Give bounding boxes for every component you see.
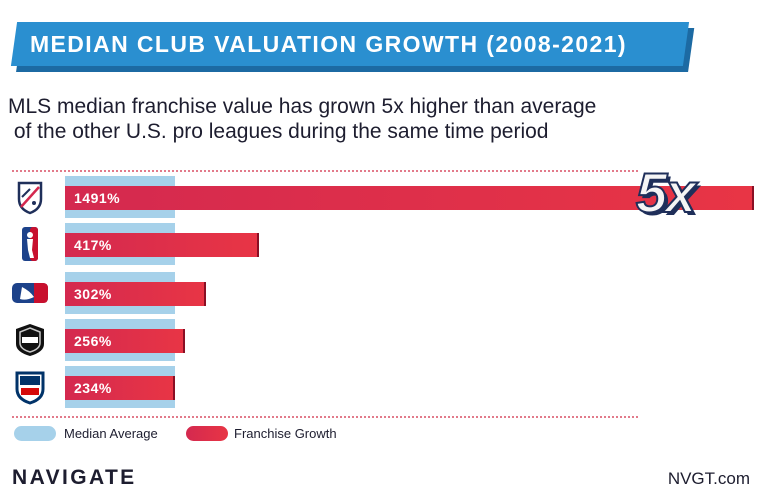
data-label-mlb: 302%: [74, 286, 112, 302]
growth-bar-nfl: [65, 376, 175, 400]
mls-logo-icon: [17, 181, 43, 215]
growth-bar-mlb: [65, 282, 206, 306]
legend-swatch-growth: [186, 426, 228, 441]
data-label-nfl: 234%: [74, 380, 112, 396]
bar-row-nfl: 234%: [0, 365, 768, 409]
nba-logo-icon: [22, 227, 38, 261]
growth-bar-mls: [65, 186, 754, 210]
brand-logo: NAVIGATE: [12, 466, 137, 489]
bottom-divider: [12, 416, 638, 418]
subtitle-line-1: MLS median franchise value has grown 5x …: [8, 95, 597, 118]
five-x-annotation: 5x: [635, 160, 697, 225]
data-label-nba: 417%: [74, 237, 112, 253]
bar-row-mls: 1491%: [0, 175, 768, 219]
subtitle-line-2: of the other U.S. pro leagues during the…: [8, 120, 549, 143]
nhl-logo-icon: [16, 324, 44, 356]
nfl-logo-icon: [15, 371, 45, 405]
data-label-nhl: 256%: [74, 333, 112, 349]
chart-title: MEDIAN CLUB VALUATION GROWTH (2008-2021): [30, 31, 627, 57]
growth-bar-nba: [65, 233, 259, 257]
bar-row-mlb: 302%: [0, 271, 768, 315]
growth-bar-nhl: [65, 329, 185, 353]
legend-label-growth: Franchise Growth: [234, 426, 337, 441]
top-divider: [12, 170, 638, 172]
legend-swatch-median: [14, 426, 56, 441]
bar-row-nhl: 256%: [0, 318, 768, 362]
bar-row-nba: 417%: [0, 222, 768, 266]
mlb-logo-icon: [12, 283, 48, 303]
site-url: NVGT.com: [667, 469, 750, 488]
legend-label-median: Median Average: [64, 426, 158, 441]
chart-subtitle: MLS median franchise value has grown 5x …: [8, 94, 708, 144]
data-label-mls: 1491%: [74, 190, 121, 206]
